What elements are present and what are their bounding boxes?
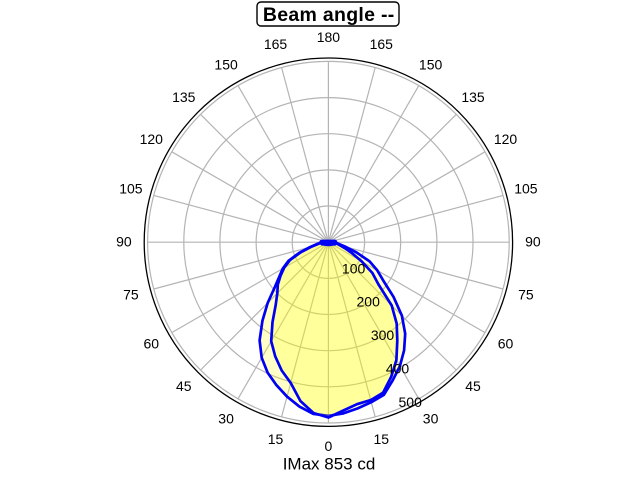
svg-text:165: 165 <box>264 36 288 52</box>
svg-text:165: 165 <box>370 36 394 52</box>
svg-text:300: 300 <box>371 327 395 343</box>
svg-text:120: 120 <box>494 131 518 147</box>
svg-text:45: 45 <box>176 378 192 394</box>
svg-text:Beam angle --: Beam angle -- <box>263 4 395 26</box>
svg-text:15: 15 <box>268 431 284 447</box>
svg-text:120: 120 <box>140 131 164 147</box>
svg-text:15: 15 <box>374 431 390 447</box>
svg-text:100: 100 <box>342 260 366 276</box>
svg-text:90: 90 <box>116 233 132 249</box>
svg-text:60: 60 <box>144 336 160 352</box>
svg-text:60: 60 <box>498 336 514 352</box>
svg-text:200: 200 <box>357 294 381 310</box>
svg-text:30: 30 <box>218 411 234 427</box>
svg-text:30: 30 <box>423 411 439 427</box>
svg-text:0: 0 <box>325 438 333 454</box>
svg-text:105: 105 <box>514 181 538 197</box>
svg-text:45: 45 <box>465 378 481 394</box>
svg-text:75: 75 <box>123 286 139 302</box>
svg-text:180: 180 <box>317 29 341 45</box>
svg-text:135: 135 <box>461 89 485 105</box>
svg-text:90: 90 <box>525 233 541 249</box>
svg-text:150: 150 <box>214 56 238 72</box>
svg-text:500: 500 <box>399 394 423 410</box>
svg-text:75: 75 <box>518 286 534 302</box>
svg-text:400: 400 <box>386 360 410 376</box>
svg-text:135: 135 <box>172 89 196 105</box>
svg-text:105: 105 <box>119 181 143 197</box>
svg-text:IMax 853 cd: IMax 853 cd <box>283 455 376 474</box>
svg-text:150: 150 <box>419 56 443 72</box>
